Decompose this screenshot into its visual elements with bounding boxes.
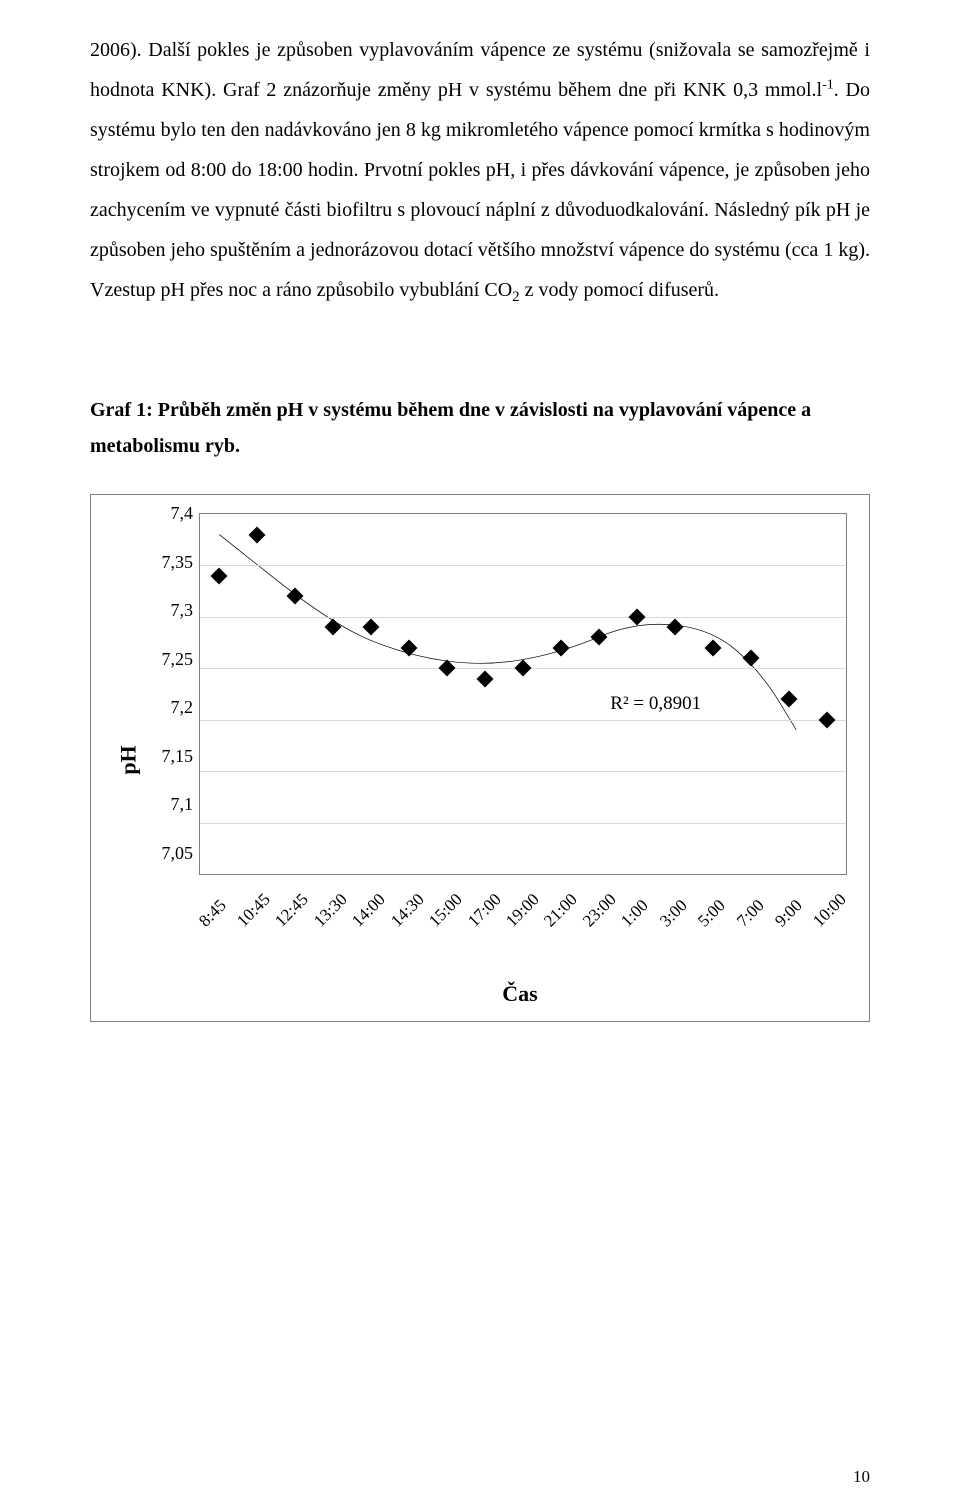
y-tick-label: 7,25 <box>145 649 193 669</box>
x-tick-label: 15:00 <box>425 890 467 932</box>
x-tick-label: 21:00 <box>540 890 582 932</box>
x-tick-label: 23:00 <box>579 890 621 932</box>
y-axis-ticks: 7,4 7,35 7,3 7,25 7,2 7,15 7,1 7,05 <box>145 503 199 863</box>
x-tick-label: 12:45 <box>271 890 313 932</box>
y-axis-label: pH <box>116 745 142 774</box>
text: 2006). Další pokles je způsoben vyplavov… <box>90 39 870 101</box>
gridline <box>200 617 846 618</box>
y-tick-label: 7,4 <box>145 503 193 523</box>
x-axis-ticks: 8:4510:4512:4513:3014:0014:3015:0017:001… <box>193 883 847 939</box>
chart-caption: Graf 1: Průběh změn pH v systému během d… <box>90 392 870 464</box>
x-tick-label: 17:00 <box>464 890 506 932</box>
x-tick-label: 9:00 <box>771 896 807 932</box>
y-tick-label: 7,1 <box>145 794 193 814</box>
rsq-label: R² = 0,8901 <box>610 693 701 715</box>
page-number: 10 <box>853 1467 870 1487</box>
superscript: -1 <box>822 77 834 92</box>
chart-container: pH 7,4 7,35 7,3 7,25 7,2 7,15 7,1 7,05 R² = 0,8… <box>90 494 870 1022</box>
gridline <box>200 823 846 824</box>
x-tick-label: 7:00 <box>733 896 769 932</box>
y-tick-label: 7,05 <box>145 843 193 863</box>
gridline <box>200 771 846 772</box>
y-tick-label: 7,15 <box>145 746 193 766</box>
x-tick-label: 10:00 <box>809 890 851 932</box>
x-tick-label: 14:00 <box>348 890 390 932</box>
plot-area: R² = 0,8901 <box>199 513 847 875</box>
x-tick-label: 13:30 <box>310 890 352 932</box>
y-tick-label: 7,35 <box>145 552 193 572</box>
x-axis-label: Čas <box>193 981 847 1007</box>
text: . Do systému bylo ten den nadávkováno je… <box>90 79 870 301</box>
gridline <box>200 565 846 566</box>
y-tick-label: 7,2 <box>145 697 193 717</box>
x-tick-label: 8:45 <box>195 896 231 932</box>
x-tick-label: 19:00 <box>502 890 544 932</box>
x-tick-label: 5:00 <box>694 896 730 932</box>
gridline <box>200 720 846 721</box>
subscript: 2 <box>512 289 520 305</box>
y-axis-label-wrap: pH <box>113 513 145 1007</box>
x-tick-label: 14:30 <box>387 890 429 932</box>
text: z vody pomocí difuserů. <box>520 279 719 301</box>
y-tick-label: 7,3 <box>145 600 193 620</box>
trend-line <box>200 514 846 874</box>
x-tick-label: 10:45 <box>233 890 275 932</box>
x-tick-label: 3:00 <box>656 896 692 932</box>
body-paragraph: 2006). Další pokles je způsoben vyplavov… <box>90 30 870 312</box>
x-tick-label: 1:00 <box>617 896 653 932</box>
